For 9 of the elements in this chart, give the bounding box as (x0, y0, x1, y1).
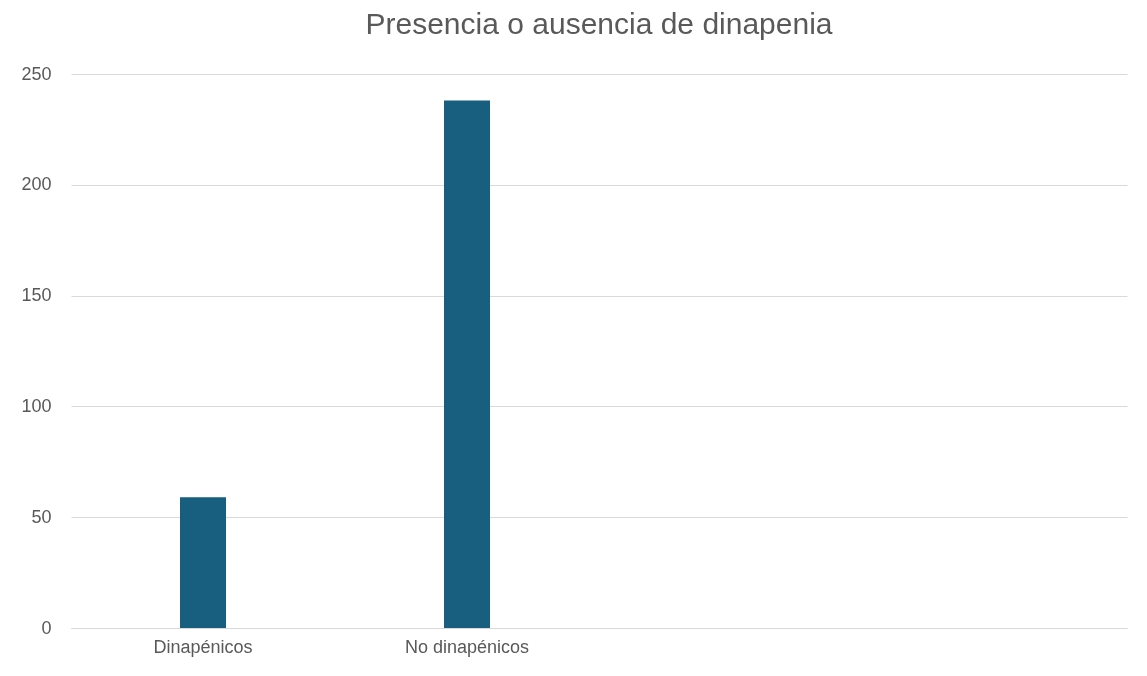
y-tick-label: 250 (21, 63, 52, 84)
y-tick-label: 150 (21, 285, 52, 306)
x-tick-label: No dinapénicos (404, 636, 530, 657)
x-tick-label: Dinapénicos (153, 636, 253, 657)
y-tick-label: 200 (21, 174, 52, 195)
y-tick-label: 0 (41, 617, 52, 638)
chart-title: Presencia o ausencia de dinapenia (365, 7, 833, 40)
y-tick-label: 50 (31, 506, 52, 527)
y-tick-label: 100 (21, 395, 52, 416)
